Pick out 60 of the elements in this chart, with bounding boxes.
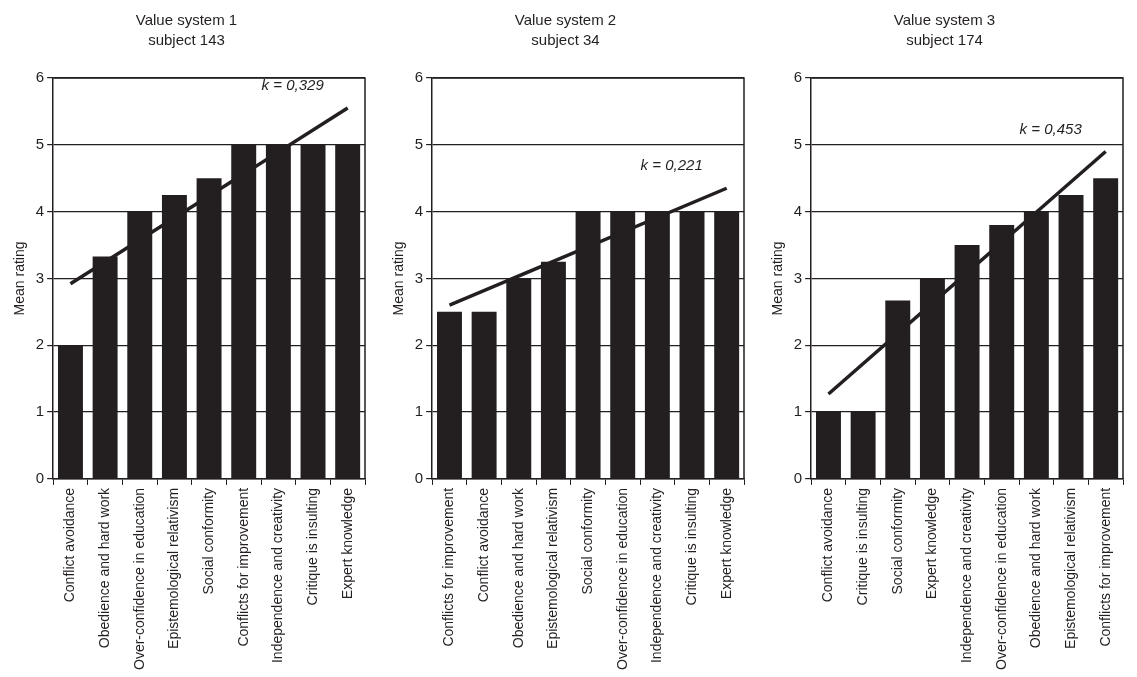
y-tick-label: 3 [414,268,424,286]
x-tick-label: Epistemological relativism [165,487,182,649]
x-tick-label: Expert knowledge [923,487,940,600]
x-tick-label: Social conformity [888,487,905,595]
y-tick-label: 4 [35,201,45,219]
x-tick-label: Obedience and hard work [95,486,112,649]
x-tick-label: Social conformity [578,487,595,595]
y-axis-title: Mean rating [769,241,786,316]
x-tick-label: Conflict avoidance [61,487,78,603]
y-axis-title: Mean rating [11,241,28,316]
chart-subtitle: subject 174 [906,31,983,49]
x-tick-label: Social conformity [199,487,216,595]
chart-subtitle: subject 143 [148,31,225,49]
x-tick-label: Expert knowledge [338,487,355,600]
chart-subtitle: subject 34 [531,31,600,49]
x-tick-label: Conflict avoidance [474,487,491,603]
y-tick-label: 5 [414,134,424,152]
x-tick-label: Over-confidence in education [992,487,1009,670]
x-tick-label: Conflicts for improvement [1096,487,1113,647]
x-tick-label: Critique is insulting [853,487,870,606]
x-tick-label: Expert knowledge [717,487,734,600]
x-tick-label: Over-confidence in education [130,487,147,670]
x-tick-label: Epistemological relativism [544,487,561,649]
y-tick-label: 2 [414,335,424,353]
x-tick-label: Independence and creativity [648,487,665,664]
x-tick-label: Conflicts for improvement [234,487,251,647]
y-tick-label: 2 [793,335,803,353]
y-tick-label: 5 [793,134,803,152]
y-tick-label: 3 [793,268,803,286]
y-tick-label: 5 [35,134,45,152]
x-tick-label: Obedience and hard work [1027,486,1044,649]
y-tick-label: 4 [793,201,803,219]
x-tick-label: Critique is insulting [303,487,320,606]
y-tick-label: 4 [414,201,424,219]
y-tick-label: 1 [35,402,45,420]
x-tick-label: Conflict avoidance [819,487,836,603]
y-tick-label: 1 [793,402,803,420]
y-tick-label: 0 [35,469,45,487]
x-tick-label: Independence and creativity [957,487,974,664]
y-axis-title: Mean rating [390,241,407,316]
y-tick-label: 3 [35,268,45,286]
chart-title: Value system 2 [514,11,617,29]
y-tick-label: 0 [793,469,803,487]
x-tick-label: Obedience and hard work [509,486,526,649]
x-tick-label: Epistemological relativism [1061,487,1078,649]
x-tick-label: Independence and creativity [269,487,286,664]
annotation: k = 0,329 [261,76,325,94]
y-tick-label: 0 [414,469,424,487]
x-tick-label: Critique is insulting [682,487,699,606]
annotation: k = 0,453 [1019,119,1083,137]
y-tick-label: 6 [35,68,45,86]
y-tick-label: 1 [414,402,424,420]
y-tick-label: 6 [793,68,803,86]
chart-title: Value system 3 [893,11,996,29]
annotation: k = 0,221 [640,156,703,174]
chart-title: Value system 1 [135,11,238,29]
y-tick-label: 6 [414,68,424,86]
y-tick-label: 2 [35,335,45,353]
x-tick-label: Conflicts for improvement [440,487,457,647]
x-tick-label: Over-confidence in education [613,487,630,670]
